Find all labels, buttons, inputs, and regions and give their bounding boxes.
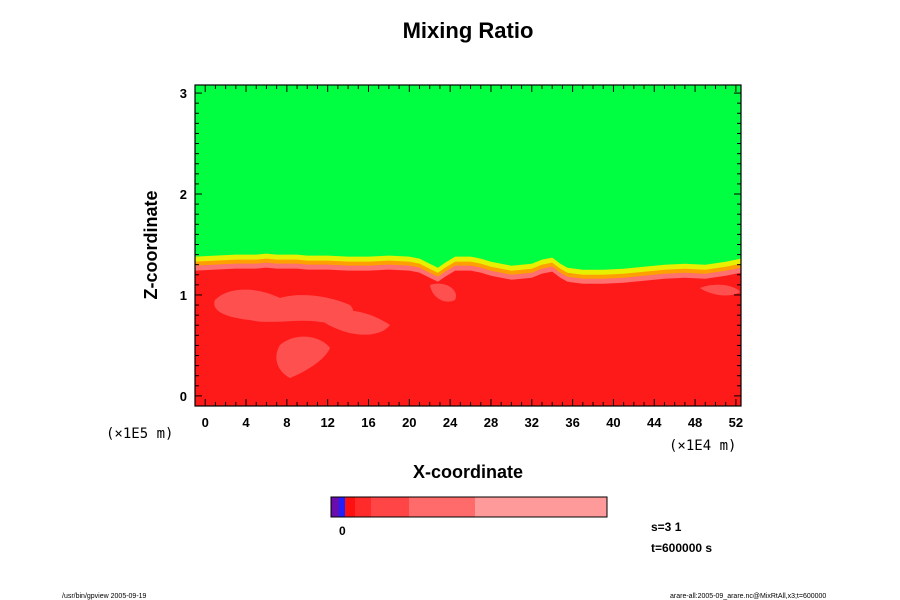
colorbar-zero-label: 0 [339,524,346,538]
x-tick-label: 44 [647,415,662,430]
x-tick-labels: 0 4 8 12 16 20 24 28 32 36 40 44 48 52 [202,415,744,430]
tick-marks [194,85,741,406]
x-scale-label: (×1E4 m) [669,438,736,454]
pale-patch [700,284,740,296]
y-tick-label: 2 [180,187,187,202]
x-tick-label: 28 [484,415,498,430]
x-tick-label: 0 [202,415,209,430]
x-tick-label: 16 [361,415,375,430]
y-tick-labels: 0 1 2 3 [180,86,187,404]
x-tick-label: 8 [283,415,290,430]
colorbar-segment [339,497,345,517]
x-axis-label: X-coordinate [413,462,523,482]
x-tick-label: 40 [606,415,620,430]
colorbar-frame [330,496,608,518]
x-tick-label: 4 [242,415,250,430]
colorbar [331,497,607,517]
x-tick-label: 48 [688,415,702,430]
x-tick-label: 36 [565,415,579,430]
colorbar-segment [475,497,607,517]
pale-mixing-patches [214,283,740,378]
plot-frame [194,84,742,407]
colorbar-segment [331,497,339,517]
y-tick-label: 3 [180,86,187,101]
x-tick-label: 32 [525,415,539,430]
lower-region-shape [195,267,741,406]
y-scale-label: (×1E5 m) [106,426,173,442]
x-tick-label: 24 [443,415,458,430]
pale-patch [430,283,456,302]
x-tick-label: 20 [402,415,416,430]
x-tick-label: 52 [729,415,743,430]
t-label: t=600000 s [651,541,712,555]
chart-title: Mixing Ratio [403,18,534,43]
colorbar-segment [345,497,355,517]
pale-patch [214,289,354,323]
pale-patch [276,336,330,378]
s-label: s=3 1 [651,520,682,534]
y-tick-label: 0 [180,389,187,404]
colorbar-segment [371,497,409,517]
y-tick-label: 1 [180,288,187,303]
footer-left: /usr/bin/gpview 2005-09-19 [62,593,147,600]
x-tick-label: 12 [320,415,334,430]
y-axis-label: Z-coordinate [141,190,161,299]
footer-right: arare-all:2005-09_arare.nc@MixRtAll,x3;t… [670,593,826,600]
pale-patch [320,310,390,335]
colorbar-segment [355,497,371,517]
colorbar-segment [409,497,475,517]
